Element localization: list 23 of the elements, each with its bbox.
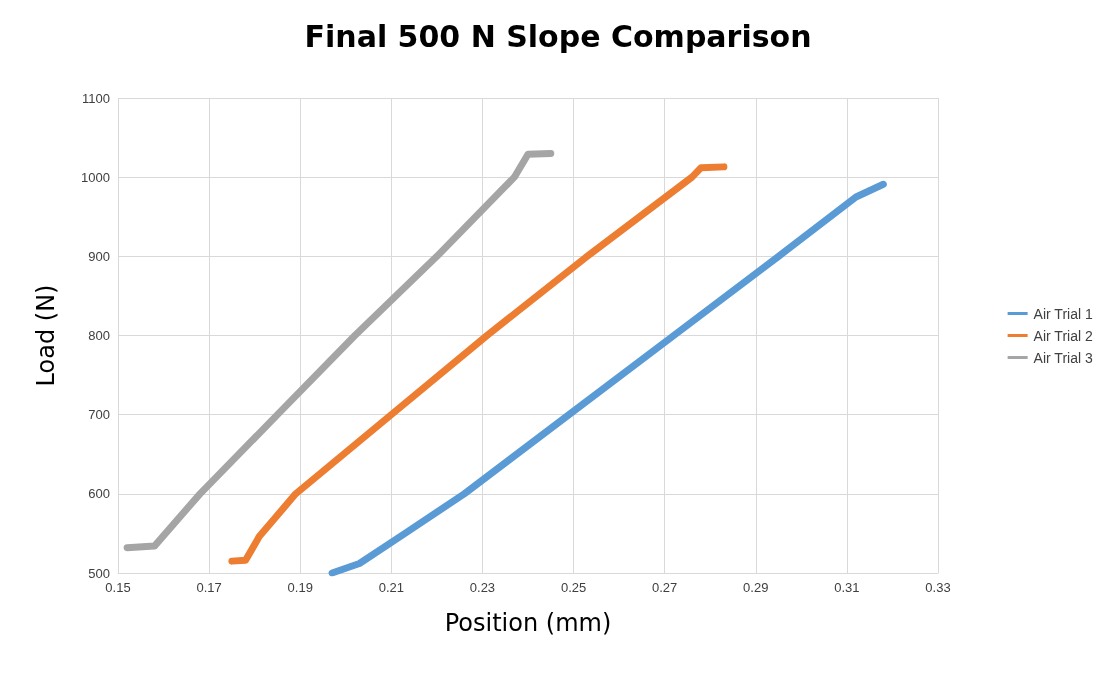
x-tick-label: 0.19: [287, 580, 313, 595]
legend-label: Air Trial 3: [1033, 349, 1093, 366]
x-tick-label: 0.33: [925, 580, 951, 595]
x-tick-label: 0.29: [743, 580, 769, 595]
y-tick-label: 900: [88, 248, 110, 264]
x-tick-label: 0.23: [469, 580, 496, 595]
y-tick-label: 1100: [82, 90, 110, 106]
y-tick-label: 500: [88, 565, 110, 581]
y-tick-label: 1000: [81, 169, 110, 185]
x-tick-label: 0.21: [378, 580, 404, 595]
y-axis-title: Load (N): [32, 284, 60, 387]
y-tick-label: 700: [88, 407, 110, 423]
legend-label: Air Trial 1: [1033, 305, 1093, 322]
x-tick-label: 0.27: [652, 580, 678, 595]
legend-label: Air Trial 2: [1033, 327, 1093, 344]
x-axis-title: Position (mm): [444, 609, 612, 637]
x-tick-label: 0.17: [196, 580, 222, 595]
chart-title: Final 500 N Slope Comparison: [304, 18, 812, 54]
x-tick-label: 0.15: [105, 580, 131, 595]
x-tick-label: 0.31: [834, 580, 860, 595]
y-tick-label: 800: [88, 328, 110, 343]
x-tick-label: 0.25: [560, 580, 587, 595]
y-tick-label: 600: [88, 486, 110, 502]
